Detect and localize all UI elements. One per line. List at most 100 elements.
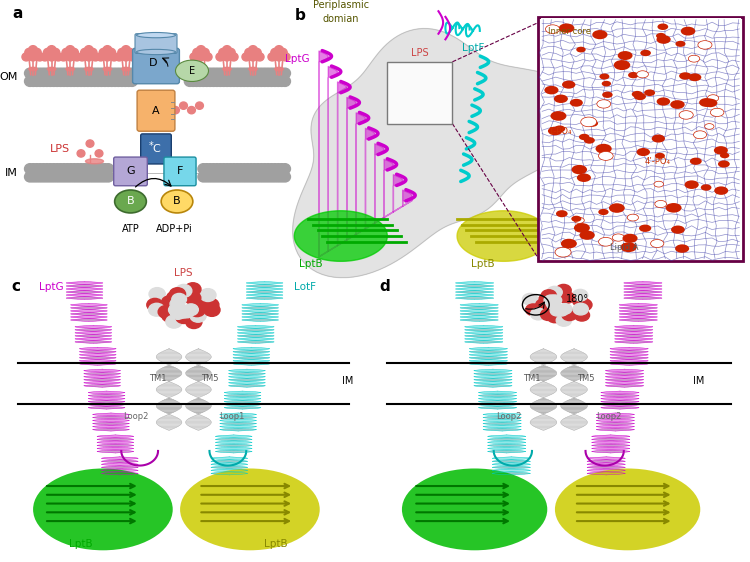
Circle shape xyxy=(172,107,179,114)
Text: 180°: 180° xyxy=(566,294,590,304)
Circle shape xyxy=(262,68,274,78)
Circle shape xyxy=(201,172,212,182)
Circle shape xyxy=(103,76,114,87)
Circle shape xyxy=(620,242,637,252)
Circle shape xyxy=(62,172,73,182)
Circle shape xyxy=(106,76,117,87)
Circle shape xyxy=(245,68,256,78)
Circle shape xyxy=(86,164,97,174)
Circle shape xyxy=(28,46,38,54)
Text: TM5: TM5 xyxy=(201,374,218,383)
Circle shape xyxy=(25,68,35,78)
Text: Lipid A: Lipid A xyxy=(610,243,638,252)
Circle shape xyxy=(161,296,178,309)
Circle shape xyxy=(232,76,243,87)
Circle shape xyxy=(262,164,274,174)
Circle shape xyxy=(226,48,236,56)
Text: G: G xyxy=(126,166,135,176)
Ellipse shape xyxy=(28,67,38,71)
Circle shape xyxy=(531,308,546,320)
Text: LptB: LptB xyxy=(264,540,287,550)
Text: *: * xyxy=(149,141,154,151)
Circle shape xyxy=(95,150,103,157)
Circle shape xyxy=(544,295,558,306)
Circle shape xyxy=(242,53,250,61)
Circle shape xyxy=(714,146,728,155)
Ellipse shape xyxy=(196,67,206,71)
Text: E: E xyxy=(189,66,195,76)
FancyBboxPatch shape xyxy=(135,34,177,53)
Circle shape xyxy=(538,293,554,305)
Circle shape xyxy=(69,164,80,174)
Circle shape xyxy=(550,306,564,316)
Circle shape xyxy=(245,164,256,174)
Circle shape xyxy=(559,24,574,33)
Circle shape xyxy=(184,76,195,87)
Text: LptB: LptB xyxy=(471,259,495,269)
Circle shape xyxy=(99,76,110,87)
Circle shape xyxy=(58,76,70,87)
Circle shape xyxy=(280,76,290,87)
Circle shape xyxy=(609,203,625,213)
Circle shape xyxy=(176,284,192,297)
Circle shape xyxy=(22,53,31,61)
Circle shape xyxy=(656,33,666,39)
Circle shape xyxy=(266,164,277,174)
Circle shape xyxy=(103,164,114,174)
Circle shape xyxy=(688,74,701,81)
Text: 4’-PO₄: 4’-PO₄ xyxy=(645,157,670,166)
Circle shape xyxy=(690,157,702,165)
Circle shape xyxy=(592,30,608,39)
Circle shape xyxy=(38,164,49,174)
Circle shape xyxy=(103,172,114,182)
Circle shape xyxy=(120,68,130,78)
Circle shape xyxy=(249,68,259,78)
Circle shape xyxy=(572,165,587,174)
Circle shape xyxy=(242,68,253,78)
Ellipse shape xyxy=(85,67,93,71)
Circle shape xyxy=(82,76,93,87)
Ellipse shape xyxy=(555,469,700,550)
Circle shape xyxy=(184,283,201,296)
Circle shape xyxy=(720,152,729,158)
Bar xyxy=(541,18,741,260)
Circle shape xyxy=(222,76,232,87)
Circle shape xyxy=(705,124,714,129)
Circle shape xyxy=(25,76,35,87)
Circle shape xyxy=(198,172,208,182)
Circle shape xyxy=(125,48,134,56)
Circle shape xyxy=(238,172,250,182)
Circle shape xyxy=(96,76,106,87)
Circle shape xyxy=(58,172,70,182)
Circle shape xyxy=(58,164,70,174)
Circle shape xyxy=(245,172,256,182)
Text: IM: IM xyxy=(5,168,18,178)
Circle shape xyxy=(205,76,216,87)
Circle shape xyxy=(115,53,124,61)
Circle shape xyxy=(211,68,223,78)
Circle shape xyxy=(637,148,650,156)
Circle shape xyxy=(236,68,246,78)
Circle shape xyxy=(113,76,124,87)
Circle shape xyxy=(198,164,208,174)
Circle shape xyxy=(273,68,284,78)
Circle shape xyxy=(48,68,59,78)
Circle shape xyxy=(676,41,686,47)
Circle shape xyxy=(96,164,106,174)
Circle shape xyxy=(86,68,97,78)
Circle shape xyxy=(205,172,216,182)
Circle shape xyxy=(252,68,263,78)
Circle shape xyxy=(587,120,598,127)
Circle shape xyxy=(52,164,63,174)
Circle shape xyxy=(120,76,130,87)
Circle shape xyxy=(574,217,584,223)
FancyBboxPatch shape xyxy=(114,157,147,185)
Circle shape xyxy=(86,172,97,182)
Circle shape xyxy=(204,303,220,316)
Circle shape xyxy=(72,76,83,87)
Circle shape xyxy=(656,35,670,44)
Circle shape xyxy=(574,223,590,233)
Circle shape xyxy=(242,76,253,87)
Circle shape xyxy=(166,315,182,328)
Circle shape xyxy=(698,40,712,49)
